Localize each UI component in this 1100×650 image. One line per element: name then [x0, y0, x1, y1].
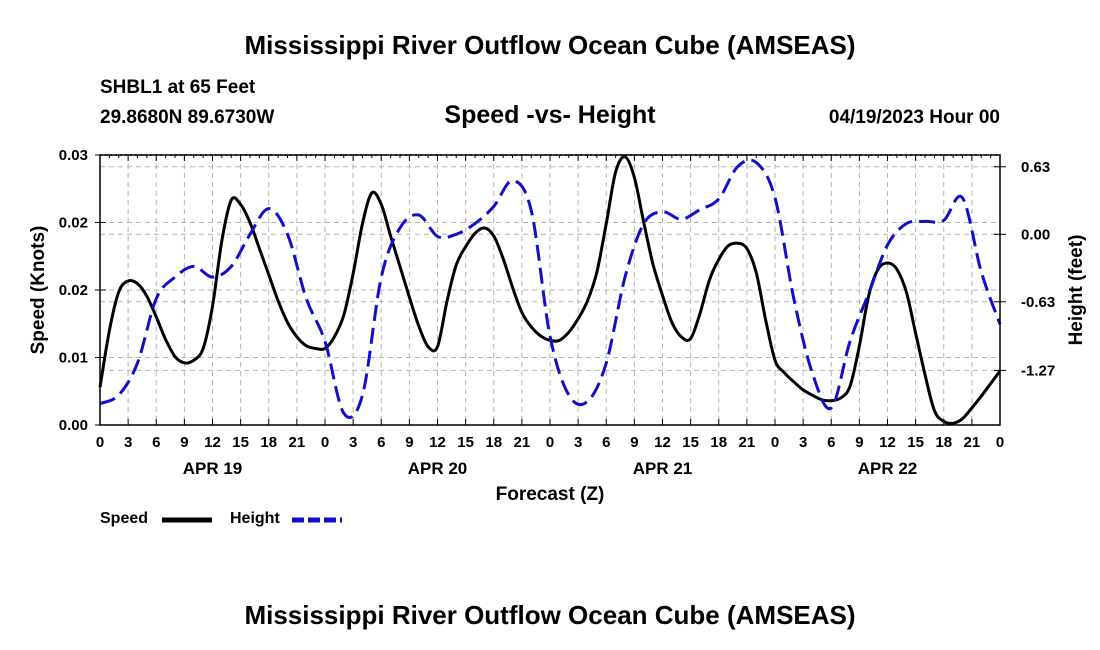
x-tick-label: 21 [739, 434, 756, 451]
day-label: APR 22 [858, 459, 918, 478]
x-tick-label: 6 [827, 434, 835, 451]
x-tick-label: 15 [682, 434, 699, 451]
y2-axis-label: Height (feet) [1066, 235, 1087, 346]
grid [100, 155, 1000, 425]
axes: 0 3 6 9 12 15 18 21 0 3 6 9 12 15 18 21 0 3 6 9 12 15 18 21 0 3 6 9… [59, 147, 1055, 478]
x-tick-label: 15 [457, 434, 474, 451]
x-tick-label: 9 [180, 434, 188, 451]
x-tick-label: 21 [964, 434, 981, 451]
series [98, 155, 1002, 425]
y-axis-label: Speed (Knots) [28, 226, 49, 355]
day-label: APR 19 [183, 459, 243, 478]
x-tick-label: 18 [935, 434, 952, 451]
y2-tick-label: 0.63 [1021, 159, 1050, 176]
x-tick-label: 3 [124, 434, 132, 451]
x-tick-label: 15 [232, 434, 249, 451]
day-label: APR 21 [633, 459, 693, 478]
legend-speed-label: Speed [100, 510, 149, 527]
y2-tick-label: -0.63 [1021, 294, 1055, 311]
day-label: APR 20 [408, 459, 468, 478]
main-title: Mississippi River Outflow Ocean Cube (AM… [244, 30, 856, 60]
x-tick-label: 0 [96, 434, 104, 451]
x-axis-label: Forecast (Z) [496, 484, 605, 505]
x-tick-label: 9 [405, 434, 413, 451]
x-tick-label: 3 [349, 434, 357, 451]
x-tick-label: 6 [152, 434, 160, 451]
x-tick-label: 3 [799, 434, 807, 451]
x-tick-label: 12 [879, 434, 896, 451]
x-tick-label: 21 [514, 434, 531, 451]
forecast-datetime: 04/19/2023 Hour 00 [828, 107, 1000, 128]
y-tick-label: 0.00 [59, 417, 88, 434]
x-tick-label: 12 [429, 434, 446, 451]
legend-height-label: Height [230, 510, 280, 527]
height-series-line [99, 158, 1002, 419]
station-coordinates: 29.8680N 89.6730W [100, 107, 275, 128]
x-tick-label: 9 [630, 434, 638, 451]
x-tick-label: 0 [996, 434, 1004, 451]
x-tick-label: 3 [574, 434, 582, 451]
x-tick-label: 0 [771, 434, 779, 451]
chart-title: Speed -vs- Height [444, 101, 656, 129]
x-tick-label: 18 [485, 434, 502, 451]
y-tick-label: 0.02 [59, 215, 88, 232]
x-tick-label: 0 [546, 434, 554, 451]
x-tick-label: 0 [321, 434, 329, 451]
x-tick-label: 18 [710, 434, 727, 451]
y-tick-label: 0.03 [59, 147, 88, 164]
x-tick-label: 15 [907, 434, 924, 451]
footer-title: Mississippi River Outflow Ocean Cube (AM… [244, 600, 856, 630]
y-tick-label: 0.01 [59, 350, 88, 367]
x-tick-label: 12 [654, 434, 671, 451]
y2-tick-label: 0.00 [1021, 226, 1050, 243]
x-tick-label: 9 [855, 434, 863, 451]
x-tick-label: 6 [377, 434, 385, 451]
x-tick-label: 6 [602, 434, 610, 451]
x-tick-label: 18 [260, 434, 277, 451]
x-tick-label: 12 [204, 434, 221, 451]
x-tick-label: 21 [289, 434, 306, 451]
station-label: SHBL1 at 65 Feet [100, 77, 256, 98]
y-tick-label: 0.02 [59, 282, 88, 299]
y2-tick-label: -1.27 [1021, 362, 1055, 379]
